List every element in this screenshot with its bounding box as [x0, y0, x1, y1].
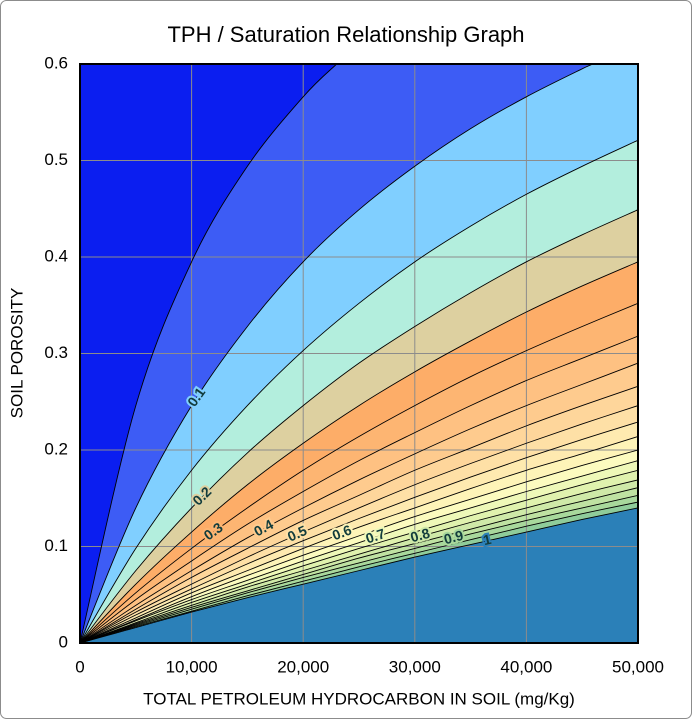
contour-line	[80, 421, 638, 643]
x-tick-label: 0	[75, 657, 84, 676]
y-tick-label: 0.1	[44, 536, 68, 555]
y-tick-label: 0.6	[44, 53, 68, 72]
x-tick-label: 20,000	[277, 657, 329, 676]
y-tick-label: 0.5	[44, 150, 68, 169]
contour-line	[80, 64, 594, 643]
x-tick-label: 10,000	[166, 657, 218, 676]
y-tick-label: 0.4	[44, 246, 68, 265]
contour-line	[80, 494, 638, 643]
y-axis-title: SOIL POROSITY	[7, 288, 26, 419]
contour-line	[80, 487, 638, 643]
contour-line	[80, 64, 337, 643]
x-tick-label: 50,000	[612, 657, 664, 676]
contour-line	[80, 385, 638, 643]
contour-line	[80, 405, 638, 643]
x-tick-label: 30,000	[389, 657, 441, 676]
ticks: 0 10,000 20,000 30,000 40,000 50,000 0 0.1 0.2 0.…	[44, 53, 664, 676]
chart-title: TPH / Saturation Relationship Graph	[167, 22, 524, 47]
contour-line	[80, 261, 638, 643]
y-tick-label: 0.3	[44, 343, 68, 362]
contour-line	[80, 479, 638, 643]
y-tick-label: 0.2	[44, 439, 68, 458]
contour-line	[80, 335, 638, 643]
y-tick-label: 0	[59, 632, 68, 651]
x-tick-label: 40,000	[500, 657, 552, 676]
contour-band	[80, 507, 638, 643]
contour-line	[80, 469, 638, 643]
contour-line	[80, 436, 638, 643]
x-axis-title: TOTAL PETROLEUM HYDROCARBON IN SOIL (mg/…	[143, 689, 575, 708]
contour-line	[80, 302, 638, 643]
contour-line	[80, 362, 638, 643]
contour-line	[80, 139, 638, 643]
contour-line	[80, 460, 638, 643]
contour-line	[80, 501, 638, 643]
contour-line	[80, 209, 638, 643]
plot-border	[79, 63, 639, 644]
contour-line	[80, 449, 638, 643]
contour-line	[80, 507, 638, 643]
contour-lines	[80, 64, 638, 643]
